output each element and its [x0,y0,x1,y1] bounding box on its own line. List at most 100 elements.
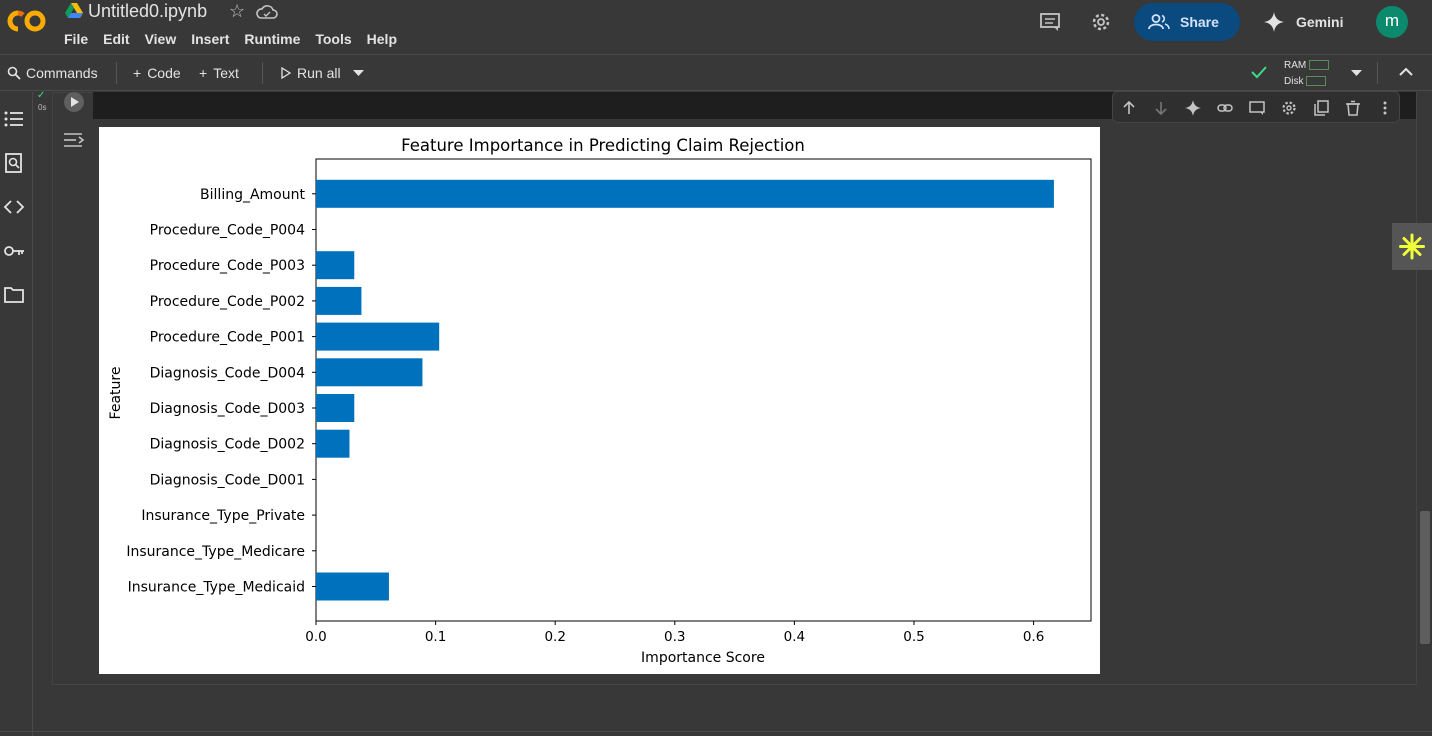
menu-help[interactable]: Help [366,31,397,47]
scrollbar[interactable] [1420,511,1430,644]
commands-label: Commands [26,65,98,81]
search-icon [7,66,21,80]
bar-diagnosis-code-d002 [316,429,350,458]
plus-icon: + [133,65,142,81]
find-icon[interactable] [3,152,25,174]
bar-diagnosis-code-d004 [316,358,423,387]
x-tick-label: 0.1 [425,629,446,645]
bar-chart: Feature Importance in Predicting Claim R… [108,136,1092,666]
y-tick-label: Diagnosis_Code_D004 [150,365,305,381]
key-icon[interactable] [3,240,25,262]
link-icon[interactable] [1217,100,1233,116]
cloud-icon[interactable] [256,4,278,20]
output-toggle-icon[interactable] [62,129,86,151]
app-header: Untitled0.ipynb ☆ File Edit View Insert … [0,0,1432,55]
x-tick-label: 0.3 [664,629,685,645]
bar-procedure-code-p002 [316,286,362,315]
trash-icon[interactable] [1345,100,1361,116]
ram-bar [1309,60,1330,71]
comment-icon[interactable] [1249,100,1265,116]
run-all-label: Run all [297,65,341,81]
y-tick-label: Procedure_Code_P001 [150,330,305,346]
people-icon [1148,14,1170,30]
code-label: Code [147,65,181,81]
comment-icon[interactable] [1039,11,1061,33]
notebook-title[interactable]: Untitled0.ipynb [88,1,208,21]
x-axis-label: Importance Score [641,650,765,666]
sparkle-icon [1399,233,1425,260]
mirror-icon[interactable] [1313,100,1329,116]
bars-group [316,179,1054,601]
disk-bar [1306,76,1327,87]
gemini-button[interactable]: Gemini [1264,12,1343,32]
x-tick-label: 0.6 [1023,629,1044,645]
bar-procedure-code-p001 [316,322,440,351]
cell-toolbar [1112,91,1400,123]
share-button[interactable]: Share [1134,3,1240,41]
disk-label: Disk [1284,76,1304,87]
arrow-down-icon[interactable] [1153,100,1169,116]
code-icon[interactable] [3,196,25,218]
toolbar-divider [1377,62,1378,84]
drive-icon[interactable] [65,3,83,19]
x-tick-label: 0.5 [903,629,924,645]
chevron-up-icon[interactable] [1399,67,1413,76]
floating-widget[interactable] [1392,223,1432,270]
bar-insurance-type-medicaid [316,572,389,601]
run-cell-button[interactable] [64,92,84,112]
y-tick-label: Billing_Amount [200,187,305,203]
y-tick-label: Diagnosis_Code_D001 [150,472,305,488]
sparkle-icon [1264,12,1284,32]
more-vert-icon[interactable] [1377,100,1393,116]
menu-edit[interactable]: Edit [103,31,130,47]
colab-logo-icon[interactable] [6,8,48,34]
y-tick-label: Insurance_Type_Private [141,508,305,524]
gear-icon[interactable] [1281,100,1297,116]
bar-diagnosis-code-d003 [316,394,355,422]
gear-icon[interactable] [1090,11,1112,33]
y-tick-label: Diagnosis_Code_D003 [150,401,305,417]
y-tick-labels: Insurance_Type_Medicaid Insurance_Type_Me… [126,187,316,596]
bar-billing-amount [316,179,1054,208]
check-icon [1251,66,1267,79]
add-text-button[interactable]: + Text [199,65,239,81]
x-tick-label: 0.0 [305,629,326,645]
run-all-button[interactable]: Run all [281,65,341,81]
status-bar [0,731,1432,736]
y-tick-label: Insurance_Type_Medicare [126,544,305,560]
folder-icon[interactable] [3,284,25,306]
avatar[interactable]: m [1376,6,1408,38]
text-label: Text [213,65,239,81]
y-tick-label: Procedure_Code_P004 [150,223,305,239]
menu-runtime[interactable]: Runtime [244,31,301,47]
x-tick-label: 0.4 [784,629,805,645]
sparkle-icon[interactable] [1185,100,1201,116]
commands-button[interactable]: Commands [7,65,98,81]
arrow-up-icon[interactable] [1121,100,1137,116]
gemini-label: Gemini [1296,14,1344,30]
chart-output: Feature Importance in Predicting Claim R… [99,127,1100,674]
plus-icon: + [199,65,208,81]
toolbar-divider [116,62,117,84]
y-tick-label: Procedure_Code_P003 [150,258,305,274]
y-tick-label: Procedure_Code_P002 [150,294,305,310]
menu-file[interactable]: File [64,31,89,47]
chart-title: Feature Importance in Predicting Claim R… [401,136,805,155]
toolbar: Commands + Code + Text Run all [0,56,1432,91]
toolbar-divider [262,62,263,84]
exec-time: 0s [38,103,47,112]
chevron-down-icon[interactable] [1351,70,1362,77]
share-label: Share [1180,14,1219,30]
menu-view[interactable]: View [144,31,177,47]
ram-label: RAM [1284,60,1307,71]
y-axis-label: Feature [108,367,124,420]
toc-icon[interactable] [3,108,25,130]
x-tick-label: 0.2 [544,629,565,645]
left-rail [0,92,33,736]
star-icon[interactable]: ☆ [229,1,246,21]
menu-insert[interactable]: Insert [191,31,230,47]
add-code-button[interactable]: + Code [133,65,181,81]
resource-monitor[interactable]: RAM Disk [1284,58,1330,90]
menu-tools[interactable]: Tools [315,31,352,47]
chevron-down-icon[interactable] [353,70,364,77]
